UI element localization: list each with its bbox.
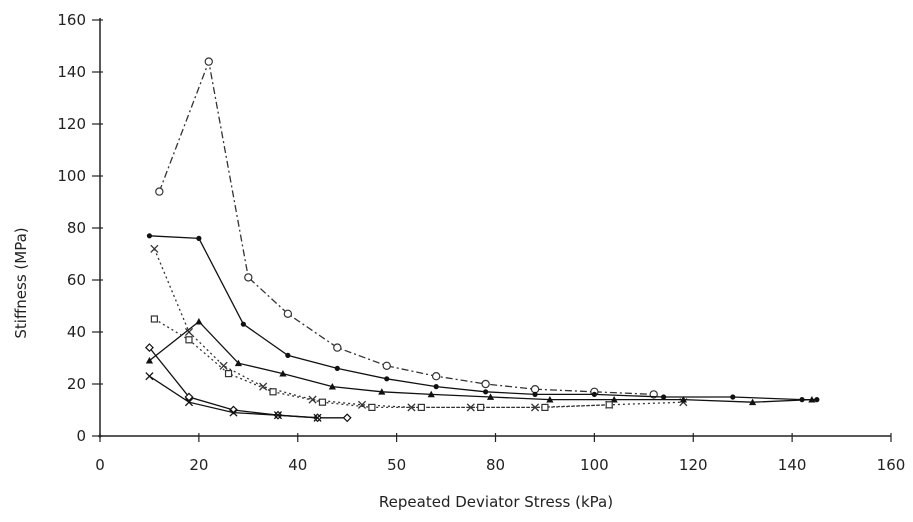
- data-point: [483, 389, 489, 395]
- series-line: [148, 347, 348, 419]
- data-point: [184, 327, 194, 337]
- x-tick-label: 120: [679, 456, 708, 474]
- y-tick-label: 100: [57, 167, 86, 185]
- data-point: [224, 370, 233, 378]
- data-point: [328, 383, 336, 390]
- data-point: [150, 244, 159, 253]
- data-point: [229, 405, 238, 415]
- series-7: [145, 372, 322, 422]
- data-point: [481, 379, 490, 389]
- data-point: [184, 392, 194, 402]
- data-point: [318, 398, 327, 406]
- axes: 0 20 40 60 80 100 120 140 160 0 20 40 50 80 100 120 140 1…: [57, 11, 905, 474]
- data-point: [240, 321, 246, 327]
- x-tick-label: 20: [189, 456, 208, 474]
- x-tick-label: 40: [288, 456, 307, 474]
- data-point: [146, 233, 153, 239]
- x-tick-label: 100: [580, 456, 609, 474]
- data-point: [660, 394, 667, 400]
- data-point: [808, 396, 816, 403]
- data-point: [155, 187, 164, 196]
- data-point: [313, 413, 322, 422]
- data-point: [196, 235, 202, 241]
- series-5: [150, 315, 613, 411]
- y-tick-label: 40: [67, 323, 86, 341]
- data-point: [610, 396, 618, 403]
- data-point: [417, 403, 425, 411]
- data-point: [269, 388, 277, 396]
- x-axis-label: Repeated Deviator Stress (kPa): [379, 493, 613, 511]
- data-point: [679, 396, 687, 403]
- data-point: [333, 343, 342, 352]
- data-point: [184, 398, 194, 407]
- data-point: [532, 391, 538, 397]
- series-line: [148, 320, 812, 403]
- data-point: [605, 401, 613, 409]
- y-tick-label: 140: [57, 63, 86, 81]
- data-point: [219, 361, 228, 370]
- series-line: [158, 59, 654, 396]
- data-point: [185, 336, 193, 344]
- series-line: [153, 248, 684, 409]
- series-4: [145, 318, 816, 406]
- data-point: [234, 359, 243, 367]
- data-point: [814, 397, 820, 403]
- data-point: [546, 396, 554, 403]
- data-point: [530, 403, 540, 412]
- data-point: [259, 382, 268, 391]
- data-point: [145, 372, 154, 381]
- data-point: [150, 315, 158, 323]
- y-tick-label: 120: [57, 115, 86, 133]
- data-point: [530, 385, 540, 394]
- data-point: [229, 408, 238, 417]
- x-tick-label: 140: [778, 456, 807, 474]
- data-point: [145, 357, 154, 364]
- data-point: [466, 403, 475, 412]
- x-tick-label: 160: [877, 456, 906, 474]
- y-axis-label: Stiffness (MPa): [12, 227, 30, 338]
- data-point: [486, 393, 495, 400]
- x-tick-label: 80: [486, 456, 505, 474]
- data-point: [591, 391, 597, 397]
- data-point: [384, 376, 390, 382]
- series-line: [149, 235, 817, 401]
- data-point: [357, 400, 367, 409]
- series-line: [154, 318, 610, 409]
- data-point: [541, 403, 549, 411]
- y-tick-label: 80: [67, 219, 86, 237]
- x-tick-label: 0: [95, 456, 105, 474]
- series-1: [155, 57, 658, 399]
- y-tick-label: 60: [67, 271, 86, 289]
- data-point: [144, 343, 154, 353]
- series-layer: [144, 57, 820, 423]
- data-point: [204, 57, 213, 66]
- y-tick-label: 0: [76, 427, 86, 445]
- data-point: [433, 384, 439, 390]
- y-tick-label: 20: [67, 375, 86, 393]
- data-point: [195, 318, 203, 325]
- data-point: [244, 273, 253, 282]
- data-point: [273, 411, 283, 420]
- data-point: [285, 352, 291, 358]
- x-tick-label: 50: [387, 456, 406, 474]
- y-tick-label: 160: [57, 11, 86, 29]
- data-point: [427, 390, 435, 398]
- data-point: [334, 365, 340, 371]
- data-point: [279, 370, 287, 377]
- data-point: [283, 309, 293, 318]
- data-point: [382, 361, 391, 370]
- data-point: [730, 394, 736, 400]
- data-point: [431, 372, 441, 381]
- data-point: [748, 398, 757, 406]
- data-point: [368, 403, 376, 411]
- data-point: [342, 413, 352, 423]
- series-3: [150, 244, 688, 412]
- series-2: [146, 233, 820, 403]
- data-point: [477, 403, 485, 411]
- data-point: [378, 388, 386, 395]
